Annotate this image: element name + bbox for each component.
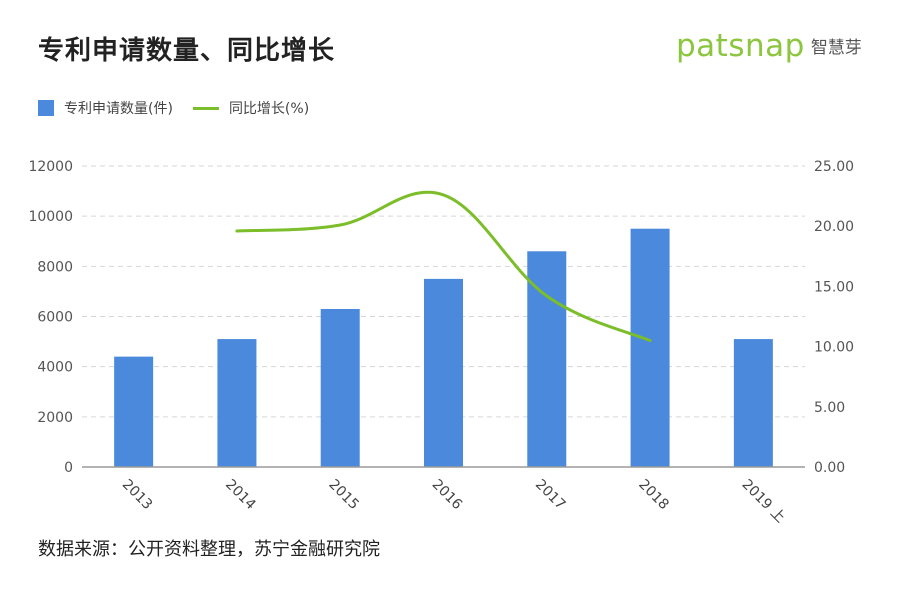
bar-2018 <box>630 228 670 467</box>
y-left-tick-label: 8000 <box>37 259 73 275</box>
bar-2019-上 <box>733 339 773 467</box>
y-left-tick-label: 2000 <box>37 410 73 426</box>
legend-bar-label: 专利申请数量(件) <box>64 101 173 117</box>
y-left-tick-label: 6000 <box>37 310 73 326</box>
y-right-tick-label: 15.00 <box>814 279 854 295</box>
x-tick-label: 2019 上 <box>739 477 789 527</box>
growth-line <box>235 190 652 343</box>
y-left-tick-label: 10000 <box>28 209 73 225</box>
x-tick-label: 2018 <box>635 477 672 514</box>
y-left-tick-label: 4000 <box>37 360 73 376</box>
y-left-tick-label: 12000 <box>28 159 73 175</box>
legend-line-label: 同比增长(%) <box>228 101 310 117</box>
patsnap-logo: patsnap 智慧芽 <box>676 28 862 64</box>
y-right-tick-label: 25.00 <box>814 159 854 175</box>
bar-2015 <box>320 308 360 467</box>
legend: 专利申请数量(件) 同比增长(%) <box>38 98 309 118</box>
y-left-tick-label: 0 <box>64 460 73 476</box>
x-tick-label: 2015 <box>325 477 362 514</box>
bar-2013 <box>114 356 154 467</box>
x-tick-label: 2016 <box>429 477 466 514</box>
x-tick-label: 2013 <box>119 477 156 514</box>
x-tick-label: 2014 <box>222 477 259 514</box>
source-note: 数据来源：公开资料整理，苏宁金融研究院 <box>38 539 380 560</box>
logo-cn: 智慧芽 <box>810 38 862 58</box>
y-right-tick-label: 20.00 <box>814 219 854 235</box>
x-tick-label: 2017 <box>532 477 569 514</box>
logo-word: patsnap <box>676 28 805 64</box>
y-right-tick-label: 10.00 <box>814 340 854 356</box>
bar-2016 <box>424 278 463 467</box>
y-right-tick-label: 0.00 <box>814 460 845 476</box>
y-right-tick-label: 5.00 <box>814 400 845 416</box>
bar-2014 <box>217 339 257 467</box>
legend-bar-swatch <box>38 100 54 116</box>
chart-title: 专利申请数量、同比增长 <box>38 36 336 66</box>
legend-line-swatch <box>192 106 219 110</box>
